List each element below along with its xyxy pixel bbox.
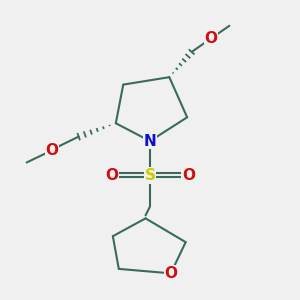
Text: S: S	[145, 168, 155, 183]
Text: O: O	[182, 168, 195, 183]
Text: O: O	[105, 168, 118, 183]
Text: O: O	[204, 31, 218, 46]
Text: N: N	[144, 134, 156, 148]
Text: O: O	[164, 266, 177, 281]
Text: O: O	[45, 142, 58, 158]
